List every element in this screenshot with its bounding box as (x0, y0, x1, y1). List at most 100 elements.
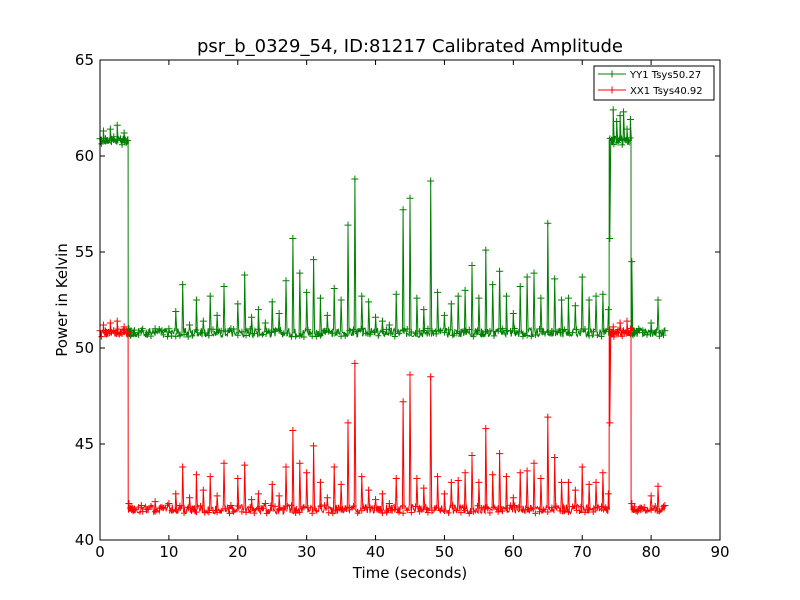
baseline-point (288, 502, 295, 509)
baseline-point (205, 509, 212, 516)
data-point (647, 492, 655, 500)
baseline-point (495, 328, 502, 335)
baseline-point (391, 333, 398, 340)
baseline-point (466, 326, 473, 333)
data-point (248, 496, 256, 504)
baseline-point (280, 505, 287, 512)
x-axis: 0 10 20 30 40 50 60 70 80 90 (95, 60, 730, 561)
baseline-point (639, 327, 646, 334)
data-point (592, 478, 600, 486)
baseline-point (648, 327, 655, 334)
baseline-point (598, 503, 605, 510)
data-point (475, 294, 483, 302)
baseline-point (156, 325, 163, 332)
data-point (254, 490, 262, 498)
data-point (592, 292, 600, 300)
data-point (420, 484, 428, 492)
data-point (151, 498, 159, 506)
data-point (392, 475, 400, 483)
x-tick-label: 50 (435, 543, 454, 561)
baseline-point (615, 139, 622, 146)
data-point (578, 463, 586, 471)
data-point (461, 286, 469, 294)
data-point (106, 125, 114, 133)
data-point (578, 273, 586, 281)
baseline-point (325, 509, 332, 516)
baseline-point (383, 509, 390, 516)
baseline-point (251, 510, 258, 517)
data-point (606, 419, 614, 427)
baseline-point (433, 504, 440, 511)
baseline-point (445, 509, 452, 516)
baseline-point (573, 507, 580, 514)
baseline-point (379, 328, 386, 335)
data-point (537, 475, 545, 483)
baseline-point (267, 502, 274, 509)
baseline-point (292, 510, 299, 517)
baseline-point (400, 327, 407, 334)
data-point (351, 175, 359, 183)
baseline-point (230, 326, 237, 333)
baseline-point (271, 503, 278, 510)
data-point (337, 480, 345, 488)
baseline-point (152, 329, 159, 336)
data-point (427, 177, 435, 185)
data-point (516, 283, 524, 291)
data-point (558, 478, 566, 486)
baseline-point (300, 333, 307, 340)
baseline-point (412, 330, 419, 337)
data-point (628, 258, 636, 266)
data-point (468, 452, 476, 460)
baseline-point (329, 510, 336, 517)
baseline-point (147, 333, 154, 340)
data-point (323, 494, 331, 502)
data-point (544, 413, 552, 421)
data-point (599, 469, 607, 477)
baseline-point (160, 505, 167, 512)
baseline-point (164, 502, 171, 509)
data-point (220, 283, 228, 291)
baseline-point (660, 332, 667, 339)
data-point (124, 329, 132, 337)
baseline-point (445, 326, 452, 333)
baseline-point (234, 332, 241, 339)
baseline-point (317, 503, 324, 510)
x-tick-label: 80 (642, 543, 661, 561)
data-point (186, 321, 194, 329)
data-point (179, 463, 187, 471)
data-point (523, 273, 531, 281)
baseline-point (486, 327, 493, 334)
data-point (385, 321, 393, 329)
baseline-point (342, 505, 349, 512)
baseline-point (532, 332, 539, 339)
data-point (337, 296, 345, 304)
baseline-point (565, 509, 572, 516)
baseline-point (367, 331, 374, 338)
data-point (647, 319, 655, 327)
data-point (468, 261, 476, 269)
data-point (640, 503, 648, 511)
data-point (447, 478, 455, 486)
data-point (558, 296, 566, 304)
data-point (434, 288, 442, 296)
baseline-point (296, 332, 303, 339)
baseline-point (176, 332, 183, 339)
baseline-point (247, 325, 254, 332)
baseline-point (416, 328, 423, 335)
y-tick-label: 40 (75, 531, 94, 549)
baseline-point (457, 328, 464, 335)
baseline-point (362, 330, 369, 337)
data-point (440, 490, 448, 498)
legend-label-yy1: YY1 Tsys50.27 (629, 70, 701, 81)
data-point (564, 294, 572, 302)
baseline-point (474, 502, 481, 509)
baseline-point (643, 331, 650, 338)
data-point (440, 311, 448, 319)
baseline-point (243, 509, 250, 516)
baseline-point (251, 330, 258, 337)
baseline-point (263, 510, 270, 517)
data-point (516, 469, 524, 477)
data-point (199, 317, 207, 325)
data-point (571, 302, 579, 310)
baseline-point (395, 509, 402, 516)
